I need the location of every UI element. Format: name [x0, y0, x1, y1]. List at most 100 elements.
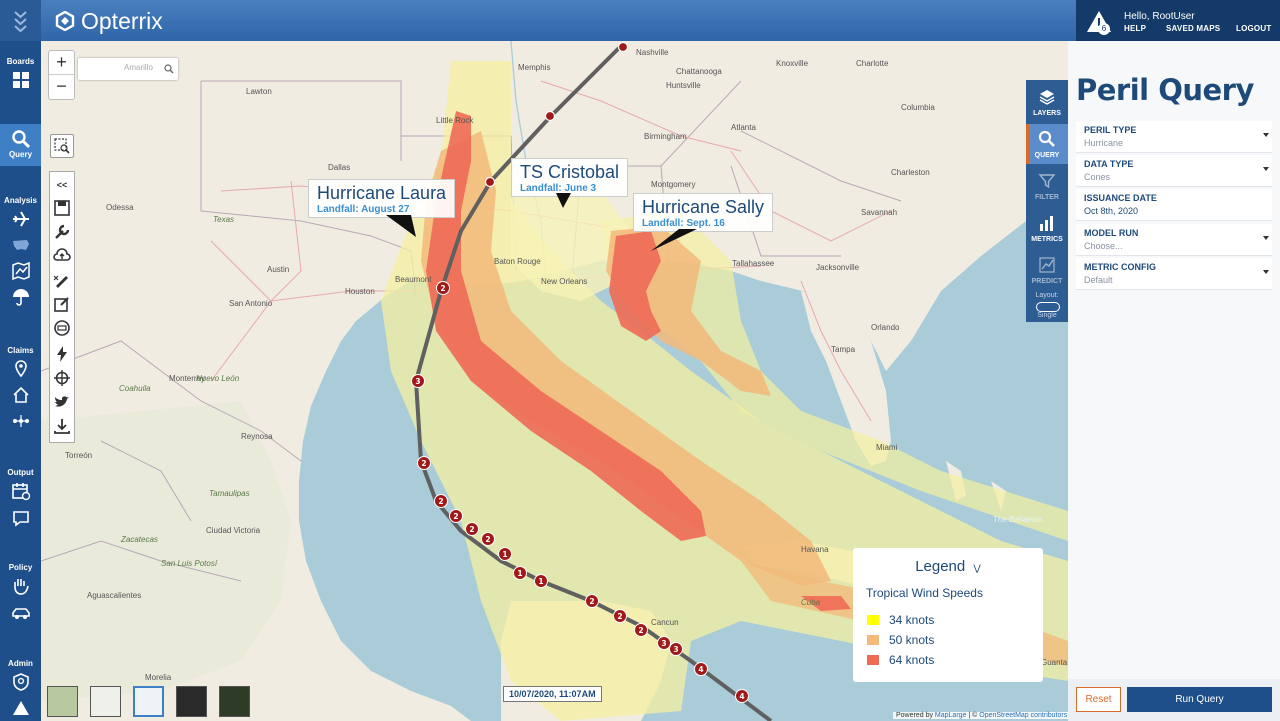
zoom-in-button[interactable]: + — [56, 52, 67, 72]
legend-label: 34 knots — [889, 613, 935, 627]
rail-item-metrics[interactable]: METRICS — [1026, 208, 1068, 248]
basemap-thumb-satellite[interactable] — [219, 686, 250, 717]
data-type-dropdown[interactable]: DATA TYPE Cones — [1076, 155, 1272, 187]
rail-label: QUERY — [1034, 152, 1060, 159]
callout-hurricane-laura[interactable]: Hurricane Laura Landfall: August 27 — [308, 179, 456, 218]
edit-icon[interactable] — [52, 294, 72, 314]
track-marker — [417, 456, 431, 470]
top-bar: Opterrix 6 Hello, RootUser HELP SAVED MA… — [0, 0, 1280, 41]
map-chart-icon[interactable] — [11, 261, 31, 281]
basemap-thumb-terrain[interactable] — [47, 686, 78, 717]
track-marker — [465, 522, 479, 536]
basemap-thumb-dark[interactable] — [176, 686, 207, 717]
comment-icon[interactable] — [11, 508, 31, 528]
issuance-date-field[interactable]: ISSUANCE DATE Oct 8th, 2020 — [1076, 189, 1272, 221]
track-marker-label: 2 — [440, 284, 445, 293]
rail-item-query[interactable] — [1026, 124, 1068, 164]
umbrella-icon[interactable] — [11, 287, 31, 307]
legend-swatch — [867, 635, 879, 645]
magnifier-icon[interactable] — [11, 129, 31, 149]
sidebar-label-analysis[interactable]: Analysis — [4, 196, 37, 205]
warning-icon[interactable] — [11, 698, 31, 718]
basemap-thumb-light[interactable] — [90, 686, 121, 717]
metric-config-dropdown[interactable]: METRIC CONFIG Default — [1076, 258, 1272, 290]
sidebar-label-policy[interactable]: Policy — [8, 563, 33, 572]
chevron-down-icon[interactable] — [0, 0, 41, 41]
map-label: Jacksonville — [816, 263, 860, 272]
cloud-upload-icon[interactable] — [52, 246, 72, 266]
car-icon[interactable] — [11, 603, 31, 623]
rail-item-layers[interactable]: LAYERS — [1026, 82, 1068, 122]
rail-label: FILTER — [1035, 194, 1059, 201]
calendar-icon[interactable] — [11, 481, 31, 501]
callout-pointer — [651, 229, 697, 251]
map-label: Odessa — [106, 203, 134, 212]
map-search-box[interactable]: Amarillo — [78, 58, 178, 80]
map-label: Columbia — [901, 103, 935, 112]
download-icon[interactable] — [52, 416, 72, 436]
map-label: Lawton — [246, 87, 272, 96]
twitter-icon[interactable] — [52, 392, 72, 412]
logout-link[interactable]: LOGOUT — [1236, 24, 1272, 33]
usa-map-icon[interactable] — [11, 235, 31, 255]
pin-icon[interactable] — [11, 359, 31, 379]
search-icon[interactable] — [164, 64, 174, 74]
legend-item: 34 knots — [867, 613, 934, 627]
sidebar-label-query[interactable]: Query — [8, 150, 33, 159]
rail-item-predict[interactable]: PREDICT — [1026, 250, 1068, 290]
brand-logo[interactable]: Opterrix — [55, 8, 163, 34]
zoom-out-button[interactable]: − — [49, 74, 74, 98]
map-label: Monterrey — [169, 374, 206, 383]
crosshair-icon[interactable] — [52, 368, 72, 388]
track-marker — [481, 532, 495, 546]
run-query-button[interactable]: Run Query — [1127, 687, 1272, 712]
draw-icon[interactable] — [52, 270, 72, 290]
legend-item: 50 knots — [867, 633, 934, 647]
legend-label: 64 knots — [889, 653, 935, 667]
reset-button[interactable]: Reset — [1076, 687, 1121, 712]
basemap-thumb-streets[interactable] — [133, 686, 164, 717]
callout-hurricane-sally[interactable]: Hurricane Sally Landfall: Sept. 16 — [633, 193, 774, 232]
sidebar-label-admin[interactable]: Admin — [8, 659, 33, 668]
network-icon[interactable] — [11, 411, 31, 431]
save-icon[interactable] — [52, 198, 72, 218]
toolbar-collapse-button[interactable]: << — [56, 180, 68, 190]
sidebar-label-claims[interactable]: Claims — [7, 346, 34, 355]
user-area: 6 Hello, RootUser HELP SAVED MAPS LOGOUT — [1076, 0, 1280, 41]
callout-ts-cristobal[interactable]: TS Cristobal Landfall: June 3 — [511, 158, 629, 197]
house-icon[interactable] — [11, 385, 31, 405]
lightning-icon[interactable] — [52, 344, 72, 364]
model-run-dropdown[interactable]: MODEL RUN Choose... — [1076, 224, 1272, 256]
track-marker-label: 1 — [538, 577, 543, 586]
rail-item-query-content[interactable]: QUERY — [1026, 124, 1068, 164]
layout-toggle[interactable] — [1036, 302, 1060, 312]
layout-label: Layout: — [1035, 292, 1059, 299]
selection-tool-button[interactable] — [50, 134, 74, 158]
hand-icon[interactable] — [11, 576, 31, 596]
rail-item-filter[interactable]: FILTER — [1026, 166, 1068, 206]
peril-type-dropdown[interactable]: PERIL TYPE Hurricane — [1076, 121, 1272, 153]
shield-icon[interactable] — [11, 672, 31, 692]
tool-rail: LAYERS QUERY FILTER METRICS PREDICT Layo… — [1026, 80, 1068, 322]
sidebar-label-output[interactable]: Output — [7, 468, 34, 477]
chevron-down-icon[interactable]: ⋁ — [973, 563, 981, 573]
help-link[interactable]: HELP — [1124, 24, 1147, 33]
saved-maps-link[interactable]: SAVED MAPS — [1166, 24, 1221, 33]
maplarge-link[interactable]: MapLarge — [934, 712, 967, 719]
sidebar-label-boards[interactable]: Boards — [6, 57, 35, 66]
sensor-icon[interactable] — [52, 318, 72, 338]
grid-icon[interactable] — [11, 70, 31, 90]
field-label: METRIC CONFIG — [1084, 262, 1156, 272]
map-label: Ciudad Victoria — [206, 526, 261, 535]
track-marker — [585, 594, 599, 608]
plane-icon[interactable] — [11, 209, 31, 229]
map-label: Beaumont — [395, 275, 432, 284]
menu-toggle[interactable] — [0, 0, 41, 41]
osm-link[interactable]: OpenStreetMap contributors — [979, 712, 1068, 719]
legend-label: 50 knots — [889, 633, 935, 647]
dashed-select-icon[interactable] — [51, 135, 73, 157]
track-marker-label: 2 — [589, 597, 594, 606]
wrench-icon[interactable] — [52, 222, 72, 242]
legend-toggle[interactable]: Legend ⋁ — [853, 558, 1043, 575]
